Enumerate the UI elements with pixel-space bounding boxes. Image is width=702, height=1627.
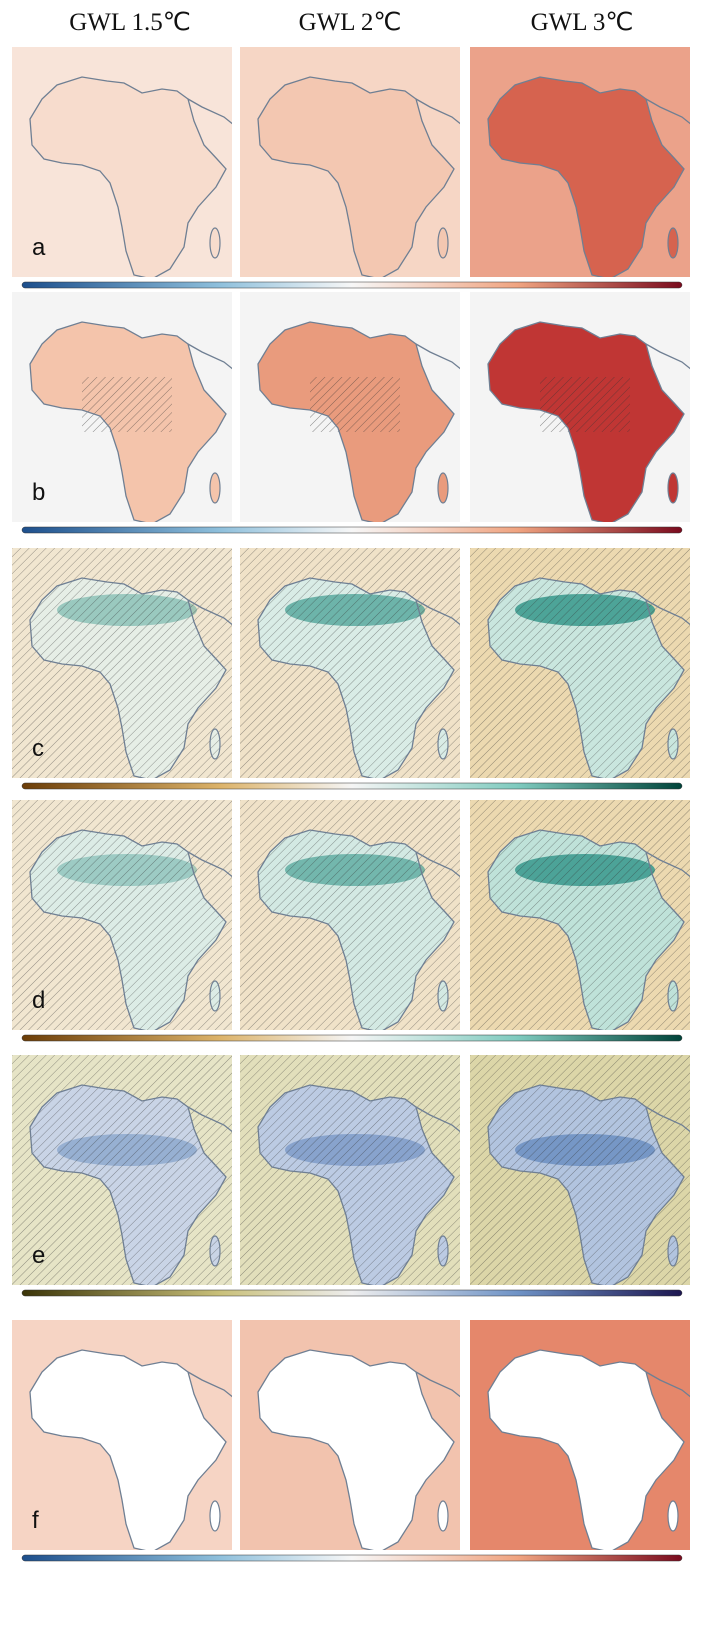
map-panel <box>470 800 692 1032</box>
hatched-area <box>470 548 690 778</box>
map-panel <box>240 292 462 524</box>
map-panel <box>12 1320 234 1552</box>
map-panel <box>470 1055 692 1287</box>
map-panel <box>470 292 692 524</box>
colorbar <box>22 1290 682 1296</box>
hatched-area <box>470 1055 690 1285</box>
hatched-area <box>12 548 232 778</box>
colorbar <box>22 1555 682 1561</box>
colorbar <box>22 1035 682 1041</box>
colorbar <box>22 282 682 288</box>
colorbar <box>22 783 682 789</box>
panel-label: b <box>32 479 45 506</box>
hatched-area <box>240 800 460 1030</box>
map-panel <box>240 548 462 780</box>
map-panel <box>470 1320 692 1552</box>
page: {"header": {"columns": ["GWL 1.5℃", "GWL… <box>0 0 702 1622</box>
hatched-area <box>540 377 630 432</box>
figure: GWL 1.5℃ GWL 2℃ GWL 3℃ a b c d e f <box>0 0 702 1622</box>
map-panel <box>240 1055 462 1287</box>
hatched-area <box>240 548 460 778</box>
panel-label: c <box>32 735 44 762</box>
column-header: GWL 1.5℃ <box>69 9 191 36</box>
column-header: GWL 2℃ <box>299 9 402 36</box>
map-panel <box>240 800 462 1032</box>
panel-label: e <box>32 1242 45 1269</box>
map-panel <box>12 548 234 780</box>
map-panel <box>470 47 692 279</box>
hatched-area <box>310 377 400 432</box>
panel-label: a <box>32 234 46 261</box>
map-panel <box>240 1320 462 1552</box>
map-panel <box>240 47 462 279</box>
hatched-area <box>240 1055 460 1285</box>
colorbar <box>22 527 682 533</box>
column-header: GWL 3℃ <box>531 9 634 36</box>
hatched-area <box>82 377 172 432</box>
panel-label: f <box>32 1507 39 1534</box>
map-panel <box>470 548 692 780</box>
panel-label: d <box>32 987 45 1014</box>
hatched-area <box>470 800 690 1030</box>
